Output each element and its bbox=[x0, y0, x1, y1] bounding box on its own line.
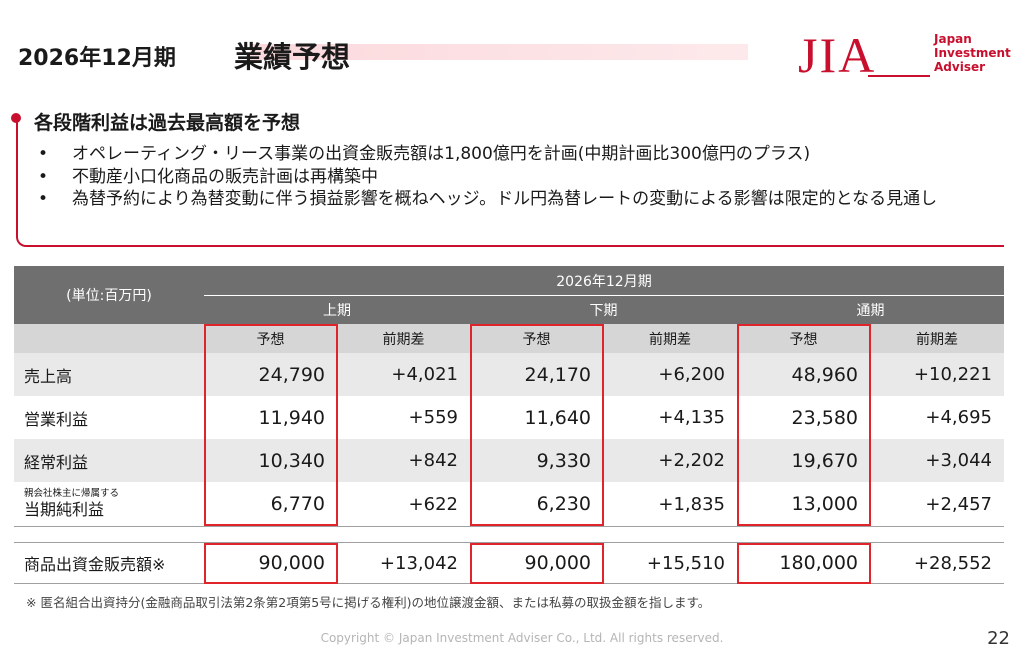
table-cell: 6,230 bbox=[470, 482, 603, 526]
bullet-item: • 不動産小口化商品の販売計画は再構築中 bbox=[38, 166, 378, 187]
logo-underline bbox=[868, 75, 930, 77]
table-divider bbox=[14, 542, 1004, 543]
row-label-net-income: 親会社株主に帰属する 当期純利益 bbox=[14, 482, 204, 526]
col-label-forecast: 予想 bbox=[737, 324, 870, 353]
summary-dot-icon bbox=[11, 113, 21, 123]
row-label-net-income-main: 当期純利益 bbox=[24, 500, 105, 519]
bullet-marker: • bbox=[38, 189, 49, 209]
table-cell: 11,940 bbox=[204, 396, 337, 439]
bullet-marker: • bbox=[38, 144, 49, 164]
col-label-forecast: 予想 bbox=[470, 324, 603, 353]
table-cell: 10,340 bbox=[204, 439, 337, 482]
bullet-marker: • bbox=[38, 166, 49, 187]
table-cell: 90,000 bbox=[470, 543, 603, 583]
table-cell: 19,670 bbox=[737, 439, 870, 482]
row-label-sales: 売上高 bbox=[14, 353, 204, 396]
page-title: 業績予想 bbox=[234, 40, 351, 74]
table-cell: 24,170 bbox=[470, 353, 603, 396]
col-label-yoy: 前期差 bbox=[603, 324, 737, 353]
copyright: Copyright © Japan Investment Adviser Co.… bbox=[320, 631, 724, 645]
half-header-first: 上期 bbox=[204, 295, 470, 324]
fiscal-period: 2026年12月期 bbox=[18, 46, 176, 71]
company-logo-text: Japan Investment Adviser bbox=[934, 32, 1011, 74]
col-label-yoy: 前期差 bbox=[870, 324, 1004, 353]
table-cell: +4,021 bbox=[337, 353, 470, 396]
table-cell: +15,510 bbox=[603, 543, 737, 583]
col-label-forecast: 予想 bbox=[204, 324, 337, 353]
table-cell: +2,202 bbox=[603, 439, 737, 482]
table-cell: +4,135 bbox=[603, 396, 737, 439]
table-divider bbox=[14, 583, 1004, 584]
table-cell: 9,330 bbox=[470, 439, 603, 482]
table-divider bbox=[14, 526, 1004, 527]
table-cell: +842 bbox=[337, 439, 470, 482]
forecast-table: (単位:百万円) 2026年12月期 上期 下期 通期 予想 前期差 予想 前期… bbox=[14, 266, 1004, 606]
summary-heading: 各段階利益は過去最高額を予想 bbox=[34, 112, 301, 134]
row-label-net-income-prefix: 親会社株主に帰属する bbox=[24, 488, 120, 499]
table-cell: 180,000 bbox=[737, 543, 870, 583]
table-cell: +3,044 bbox=[870, 439, 1004, 482]
col-label-yoy: 前期差 bbox=[337, 324, 470, 353]
period-header: 2026年12月期 bbox=[204, 266, 1004, 295]
unit-header: (単位:百万円) bbox=[14, 266, 204, 324]
table-cell: 23,580 bbox=[737, 396, 870, 439]
table-cell: +28,552 bbox=[870, 543, 1004, 583]
bullet-item: • オペレーティング・リース事業の出資金販売額は1,800億円を計画(中期計画比… bbox=[38, 144, 811, 164]
header-divider bbox=[204, 295, 1004, 296]
title-highlight-band bbox=[250, 44, 748, 60]
company-logo-mark: JIA bbox=[798, 27, 877, 83]
col-label-blank bbox=[14, 324, 204, 353]
table-cell: +622 bbox=[337, 482, 470, 526]
table-cell: 48,960 bbox=[737, 353, 870, 396]
bullet-item: • 為替予約により為替変動に伴う損益影響を概ねヘッジ。ドル円為替レートの変動によ… bbox=[38, 189, 938, 209]
footnote: ※ 匿名組合出資持分(金融商品取引法第2条第2項第5号に掲げる権利)の地位譲渡金… bbox=[26, 595, 711, 610]
table-cell: +559 bbox=[337, 396, 470, 439]
table-cell: 6,770 bbox=[204, 482, 337, 526]
table-cell: 24,790 bbox=[204, 353, 337, 396]
row-label-product-sales: 商品出資金販売額※ bbox=[14, 543, 204, 583]
table-cell: +4,695 bbox=[870, 396, 1004, 439]
table-cell: +10,221 bbox=[870, 353, 1004, 396]
summary-box bbox=[16, 119, 1004, 247]
table-cell: 90,000 bbox=[204, 543, 337, 583]
half-header-second: 下期 bbox=[470, 295, 737, 324]
table-cell: +2,457 bbox=[870, 482, 1004, 526]
row-label-operating-profit: 営業利益 bbox=[14, 396, 204, 439]
row-label-ordinary-profit: 経常利益 bbox=[14, 439, 204, 482]
table-cell: +6,200 bbox=[603, 353, 737, 396]
table-cell: 13,000 bbox=[737, 482, 870, 526]
table-cell: +13,042 bbox=[337, 543, 470, 583]
table-cell: +1,835 bbox=[603, 482, 737, 526]
half-header-full-year: 通期 bbox=[737, 295, 1004, 324]
page-number: 22 bbox=[987, 628, 1010, 649]
table-cell: 11,640 bbox=[470, 396, 603, 439]
summary-bullets: • オペレーティング・リース事業の出資金販売額は1,800億円を計画(中期計画比… bbox=[38, 143, 1008, 211]
